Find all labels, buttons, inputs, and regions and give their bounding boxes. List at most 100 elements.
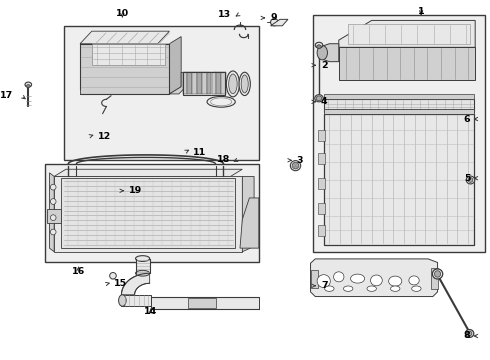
Bar — [183, 72, 225, 95]
Polygon shape — [339, 47, 475, 80]
Polygon shape — [431, 268, 439, 289]
Polygon shape — [318, 178, 325, 189]
Ellipse shape — [315, 42, 323, 48]
Ellipse shape — [241, 75, 248, 93]
Polygon shape — [339, 21, 475, 47]
Ellipse shape — [317, 45, 327, 60]
Text: 3: 3 — [296, 156, 303, 165]
Bar — [92, 44, 165, 65]
Bar — [64, 26, 259, 160]
Bar — [313, 15, 485, 252]
Ellipse shape — [239, 72, 250, 95]
Text: 2: 2 — [321, 61, 327, 70]
Polygon shape — [192, 72, 197, 94]
Ellipse shape — [110, 273, 116, 279]
Polygon shape — [207, 72, 211, 94]
Polygon shape — [136, 259, 149, 273]
Ellipse shape — [290, 161, 301, 171]
Text: 13: 13 — [218, 10, 231, 19]
Text: 9: 9 — [270, 13, 277, 22]
Bar — [61, 178, 235, 248]
Text: 1: 1 — [418, 7, 424, 16]
Polygon shape — [197, 72, 202, 94]
Ellipse shape — [389, 276, 402, 286]
Polygon shape — [150, 297, 259, 309]
Ellipse shape — [350, 274, 365, 283]
Bar — [348, 24, 470, 44]
Ellipse shape — [270, 19, 278, 26]
Text: 19: 19 — [128, 186, 142, 195]
Polygon shape — [170, 37, 181, 94]
Polygon shape — [221, 72, 226, 94]
Ellipse shape — [467, 331, 472, 336]
Ellipse shape — [343, 286, 353, 291]
Text: 15: 15 — [114, 279, 127, 288]
Ellipse shape — [317, 275, 330, 288]
Polygon shape — [47, 209, 61, 223]
Ellipse shape — [26, 85, 30, 87]
Text: 10: 10 — [116, 9, 129, 18]
Ellipse shape — [466, 329, 474, 337]
Polygon shape — [318, 130, 325, 140]
Polygon shape — [122, 295, 150, 306]
Ellipse shape — [409, 276, 419, 285]
Text: 7: 7 — [321, 281, 327, 290]
Ellipse shape — [325, 286, 334, 291]
Ellipse shape — [466, 176, 475, 184]
Ellipse shape — [468, 178, 473, 182]
Polygon shape — [80, 44, 170, 94]
Bar — [324, 99, 474, 112]
Ellipse shape — [391, 286, 400, 291]
Ellipse shape — [412, 286, 421, 291]
Polygon shape — [49, 173, 54, 252]
Polygon shape — [202, 72, 207, 94]
Text: 8: 8 — [464, 332, 470, 341]
Ellipse shape — [136, 270, 149, 276]
Ellipse shape — [50, 199, 56, 204]
Text: 11: 11 — [194, 148, 207, 157]
Polygon shape — [54, 169, 243, 176]
Text: 6: 6 — [464, 114, 470, 123]
Polygon shape — [212, 72, 216, 94]
Polygon shape — [311, 259, 438, 297]
Ellipse shape — [50, 229, 56, 235]
Polygon shape — [217, 72, 221, 94]
Ellipse shape — [50, 184, 56, 190]
Ellipse shape — [315, 95, 323, 102]
Polygon shape — [240, 198, 259, 248]
Ellipse shape — [370, 275, 382, 286]
Polygon shape — [318, 153, 325, 164]
Polygon shape — [324, 114, 474, 244]
Ellipse shape — [119, 295, 126, 306]
Text: 16: 16 — [72, 267, 85, 276]
Polygon shape — [243, 176, 254, 252]
Ellipse shape — [25, 82, 31, 87]
Text: 14: 14 — [144, 307, 157, 316]
Polygon shape — [170, 72, 186, 94]
Ellipse shape — [136, 256, 149, 261]
Text: 17: 17 — [0, 91, 13, 100]
Ellipse shape — [432, 269, 443, 279]
Polygon shape — [311, 270, 318, 288]
Polygon shape — [319, 44, 339, 62]
Ellipse shape — [367, 286, 376, 291]
Ellipse shape — [317, 45, 321, 48]
Polygon shape — [318, 203, 325, 214]
Ellipse shape — [292, 162, 299, 169]
Ellipse shape — [50, 215, 56, 221]
Polygon shape — [270, 19, 288, 26]
Text: 4: 4 — [321, 97, 327, 106]
Ellipse shape — [229, 74, 237, 94]
Ellipse shape — [226, 71, 240, 97]
Ellipse shape — [316, 96, 322, 100]
Polygon shape — [324, 94, 474, 99]
Bar — [45, 164, 259, 262]
Polygon shape — [122, 273, 149, 295]
Polygon shape — [318, 225, 325, 235]
Ellipse shape — [334, 272, 344, 282]
Polygon shape — [187, 72, 192, 94]
Bar — [188, 298, 217, 308]
Polygon shape — [80, 31, 170, 44]
Text: 12: 12 — [98, 132, 111, 141]
Bar — [324, 114, 474, 244]
